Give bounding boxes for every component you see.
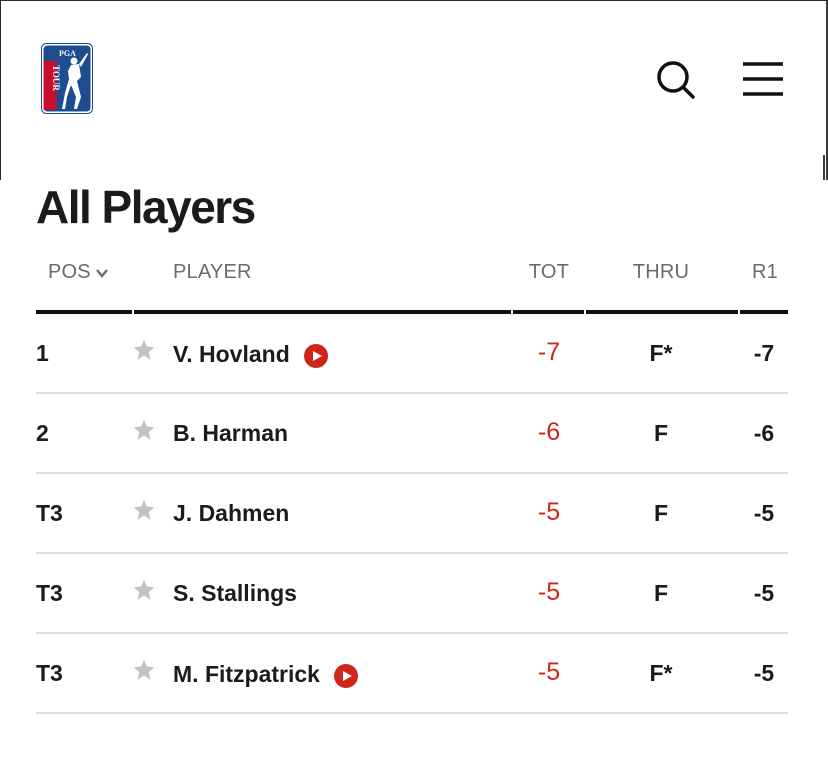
table-row[interactable]: T3 M. Fitzpatrick -5 F* -5 [36, 634, 788, 714]
player-name: V. Hovland [173, 340, 290, 367]
table-body: 1 V. Hovland -7 F* -7 2 B. Harman -6 F -… [36, 314, 788, 714]
table-row[interactable]: 2 B. Harman -6 F -6 [36, 394, 788, 474]
round1-score: -7 [753, 340, 775, 366]
pga-tour-logo[interactable]: PGA TOUR [41, 43, 93, 114]
position: T3 [36, 500, 63, 526]
leaderboard-table: POS PLAYER TOT THRU R1 1 V. Hovland -7 F… [36, 250, 788, 714]
player-name-cell[interactable]: M. Fitzpatrick [173, 660, 358, 688]
thru-column-header: THRU [632, 261, 690, 283]
player-name: J. Dahmen [173, 500, 290, 526]
total-score: -7 [537, 338, 561, 366]
position: 1 [36, 340, 49, 366]
star-icon[interactable] [132, 338, 156, 362]
star-icon[interactable] [132, 658, 156, 682]
round1-score: -5 [753, 660, 775, 686]
player-name: B. Harman [173, 420, 289, 446]
round1-score: -6 [753, 420, 775, 446]
round1-score: -5 [753, 500, 775, 526]
chevron-down-icon [95, 268, 108, 278]
page-title: All Players [36, 181, 256, 233]
thru-status: F [653, 500, 669, 526]
total-score: -5 [537, 578, 561, 606]
round1-score: -5 [753, 580, 775, 606]
hamburger-menu-icon[interactable] [741, 59, 785, 99]
player-name-cell[interactable]: B. Harman [173, 420, 288, 447]
total-score: -6 [537, 418, 561, 446]
table-header: POS PLAYER TOT THRU R1 [36, 250, 788, 314]
thru-status: F [653, 580, 669, 606]
total-score: -5 [537, 658, 561, 686]
player-name-cell[interactable]: S. Stallings [173, 580, 297, 607]
header-underline [513, 310, 584, 314]
tot-column-header: TOT [528, 261, 570, 283]
pos-header-label: POS [48, 261, 91, 283]
player-name: M. Fitzpatrick [173, 660, 320, 687]
header-underline [740, 310, 788, 314]
pos-column-header[interactable]: POS [48, 261, 109, 284]
table-row[interactable]: T3 S. Stallings -5 F -5 [36, 554, 788, 634]
position: T3 [36, 660, 63, 686]
star-icon[interactable] [132, 578, 156, 602]
search-icon[interactable] [653, 57, 697, 101]
header-underline [586, 310, 738, 314]
play-icon[interactable] [303, 344, 328, 368]
header-underline [36, 310, 132, 314]
thru-status: F* [649, 660, 673, 686]
player-name-cell[interactable]: V. Hovland [173, 340, 328, 368]
site-header: PGA TOUR [0, 0, 828, 180]
player-name-cell[interactable]: J. Dahmen [173, 500, 289, 527]
divider [823, 155, 825, 180]
player-name: S. Stallings [173, 580, 297, 606]
logo-top-text: PGA [59, 49, 76, 58]
table-row[interactable]: T3 J. Dahmen -5 F -5 [36, 474, 788, 554]
player-column-header: PLAYER [173, 261, 252, 283]
position: T3 [36, 580, 63, 606]
play-icon[interactable] [333, 664, 358, 688]
thru-status: F* [649, 340, 673, 366]
header-underline [134, 310, 511, 314]
position: 2 [36, 420, 49, 446]
table-row[interactable]: 1 V. Hovland -7 F* -7 [36, 314, 788, 394]
logo-side-text: TOUR [51, 65, 61, 91]
total-score: -5 [537, 498, 561, 526]
thru-status: F [653, 420, 669, 446]
star-icon[interactable] [132, 498, 156, 522]
r1-column-header: R1 [752, 261, 778, 283]
star-icon[interactable] [132, 418, 156, 442]
